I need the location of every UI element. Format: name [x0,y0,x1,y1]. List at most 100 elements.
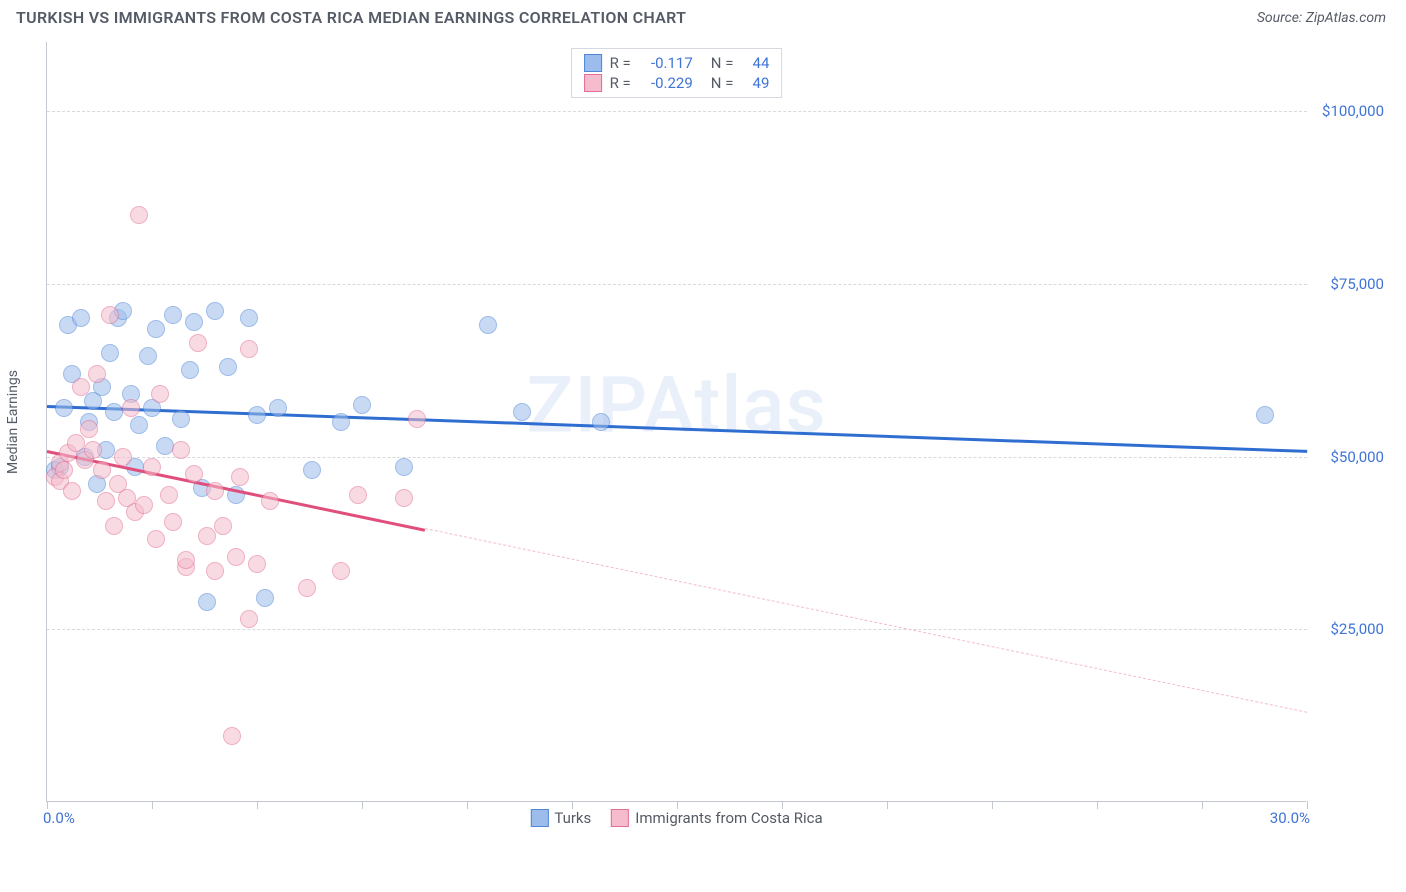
y-tick-label: $100,000 [1312,102,1384,120]
data-point [303,461,321,479]
trend-line [47,405,1307,453]
data-point [189,334,207,352]
legend-item: Turks [530,809,591,827]
x-tick [467,801,468,809]
data-point [513,403,531,421]
x-tick [572,801,573,809]
stats-row: R =-0.229N =49 [584,73,770,93]
data-point [214,517,232,535]
trend-line-extrapolated [425,528,1307,713]
x-tick [1202,801,1203,809]
n-label: N = [711,54,734,72]
r-label: R = [610,74,631,92]
data-point [206,302,224,320]
r-value: -0.229 [639,74,693,92]
data-point [349,486,367,504]
source-label: Source: ZipAtlas.com [1257,10,1386,26]
legend-item: Immigrants from Costa Rica [611,809,822,827]
x-tick [47,801,48,809]
legend-label: Immigrants from Costa Rica [635,809,822,827]
legend-label: Turks [554,809,591,827]
data-point [72,378,90,396]
data-point [164,306,182,324]
r-value: -0.117 [639,54,693,72]
y-axis-label: Median Earnings [5,369,21,473]
data-point [592,413,610,431]
data-point [198,527,216,545]
data-point [353,396,371,414]
data-point [206,482,224,500]
gridline [47,629,1307,630]
n-label: N = [711,74,734,92]
plot-wrapper: Median Earnings ZIPAtlas R =-0.117N =44R… [46,42,1386,832]
data-point [269,399,287,417]
x-tick [887,801,888,809]
gridline [47,457,1307,458]
data-point [97,492,115,510]
x-tick [152,801,153,809]
x-axis-min-label: 0.0% [43,809,75,827]
r-label: R = [610,54,631,72]
data-point [101,344,119,362]
y-tick-label: $25,000 [1312,620,1384,638]
legend-swatch [611,809,629,827]
data-point [240,309,258,327]
data-point [130,416,148,434]
data-point [80,420,98,438]
stats-legend-box: R =-0.117N =44R =-0.229N =49 [571,48,783,98]
data-point [248,555,266,573]
data-point [147,320,165,338]
data-point [139,347,157,365]
data-point [177,551,195,569]
x-tick [1097,801,1098,809]
data-point [160,486,178,504]
y-tick-label: $50,000 [1312,448,1384,466]
data-point [67,434,85,452]
watermark: ZIPAtlas [526,361,826,452]
gridline [47,284,1307,285]
data-point [223,727,241,745]
data-point [55,399,73,417]
data-point [147,530,165,548]
data-point [105,403,123,421]
data-point [185,465,203,483]
x-tick [782,801,783,809]
data-point [408,410,426,428]
data-point [130,206,148,224]
data-point [298,579,316,597]
x-tick [677,801,678,809]
data-point [240,340,258,358]
data-point [479,316,497,334]
data-point [206,562,224,580]
data-point [105,517,123,535]
chart-title: TURKISH VS IMMIGRANTS FROM COSTA RICA ME… [16,8,686,27]
data-point [88,365,106,383]
legend-swatch [584,74,602,92]
x-tick [362,801,363,809]
data-point [143,458,161,476]
x-tick [1307,801,1308,809]
legend-swatch [584,54,602,72]
data-point [172,410,190,428]
stats-row: R = -0.117 N = 44 [584,53,770,73]
data-point [93,461,111,479]
data-point [227,548,245,566]
data-point [198,593,216,611]
plot-area: Median Earnings ZIPAtlas R =-0.117N =44R… [46,42,1306,802]
data-point [122,399,140,417]
data-point [172,441,190,459]
n-value: 44 [741,54,769,72]
data-point [55,461,73,479]
x-axis-max-label: 30.0% [1270,809,1310,827]
data-point [63,482,81,500]
data-point [395,489,413,507]
data-point [261,492,279,510]
data-point [240,610,258,628]
data-point [181,361,199,379]
data-point [231,468,249,486]
data-point [135,496,153,514]
data-point [1256,406,1274,424]
data-point [219,358,237,376]
y-tick-label: $75,000 [1312,275,1384,293]
gridline [47,111,1307,112]
